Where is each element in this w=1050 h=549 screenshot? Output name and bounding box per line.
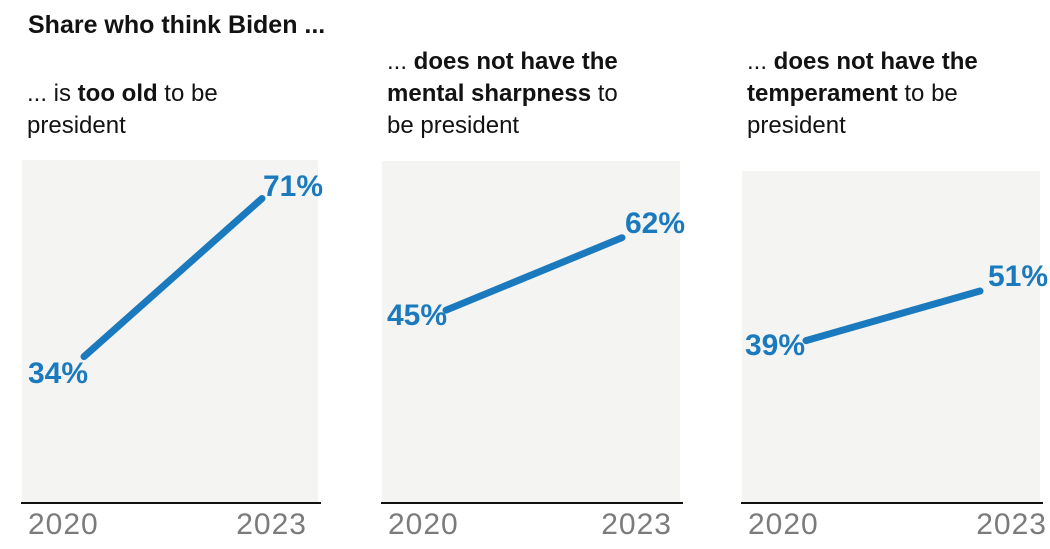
panel-subtitle: ... does not have the mental sharpness t… — [387, 46, 639, 142]
panel-too-old: ... is too old to be president 2020 2023… — [21, 0, 323, 549]
x-tick-2020: 2020 — [388, 508, 459, 541]
x-tick-2023: 2023 — [976, 508, 1047, 541]
trend-line — [22, 160, 318, 502]
plot-area — [741, 171, 1043, 504]
end-value-label: 71% — [263, 170, 324, 204]
x-axis-baseline — [21, 502, 321, 504]
subtitle-suffix: to be president — [27, 80, 218, 139]
x-axis-baseline — [381, 502, 683, 504]
start-value-label: 45% — [387, 299, 448, 333]
subtitle-bold-phrase: does not have the temperament — [747, 48, 978, 107]
start-value-label: 39% — [745, 328, 806, 362]
x-tick-2023: 2023 — [601, 508, 672, 541]
panel-subtitle: ... is too old to be president — [27, 78, 279, 142]
subtitle-prefix: ... — [747, 48, 774, 75]
end-value-label: 62% — [625, 206, 686, 240]
x-tick-2020: 2020 — [28, 508, 99, 541]
x-axis-labels: 2020 2023 — [742, 508, 1046, 541]
x-tick-2023: 2023 — [236, 508, 307, 541]
start-value-label: 34% — [28, 356, 89, 390]
trend-line — [382, 161, 680, 502]
subtitle-prefix: ... is — [27, 80, 78, 107]
plot-area — [21, 160, 321, 504]
x-axis-labels: 2020 2023 — [382, 510, 680, 540]
x-tick-2020: 2020 — [748, 508, 819, 541]
x-axis-labels: 2020 2023 — [22, 510, 318, 540]
subtitle-bold-phrase: does not have the mental sharpness — [387, 48, 618, 107]
x-axis-baseline — [741, 502, 1043, 504]
subtitle-suffix: to be president — [387, 80, 618, 139]
trend-line — [742, 171, 1040, 502]
subtitle-suffix: to be president — [747, 80, 958, 139]
subtitle-prefix: ... — [387, 48, 414, 75]
panel-temperament: ... does not have the temperament to be … — [741, 0, 1048, 549]
panel-mental-sharpness: ... does not have the mental sharpness t… — [381, 0, 685, 549]
panel-subtitle: ... does not have the temperament to be … — [747, 46, 999, 142]
end-value-label: 51% — [988, 259, 1049, 293]
figure-title: Share who think Biden ... — [28, 11, 326, 39]
subtitle-bold-phrase: too old — [77, 80, 158, 107]
plot-area — [381, 161, 683, 504]
